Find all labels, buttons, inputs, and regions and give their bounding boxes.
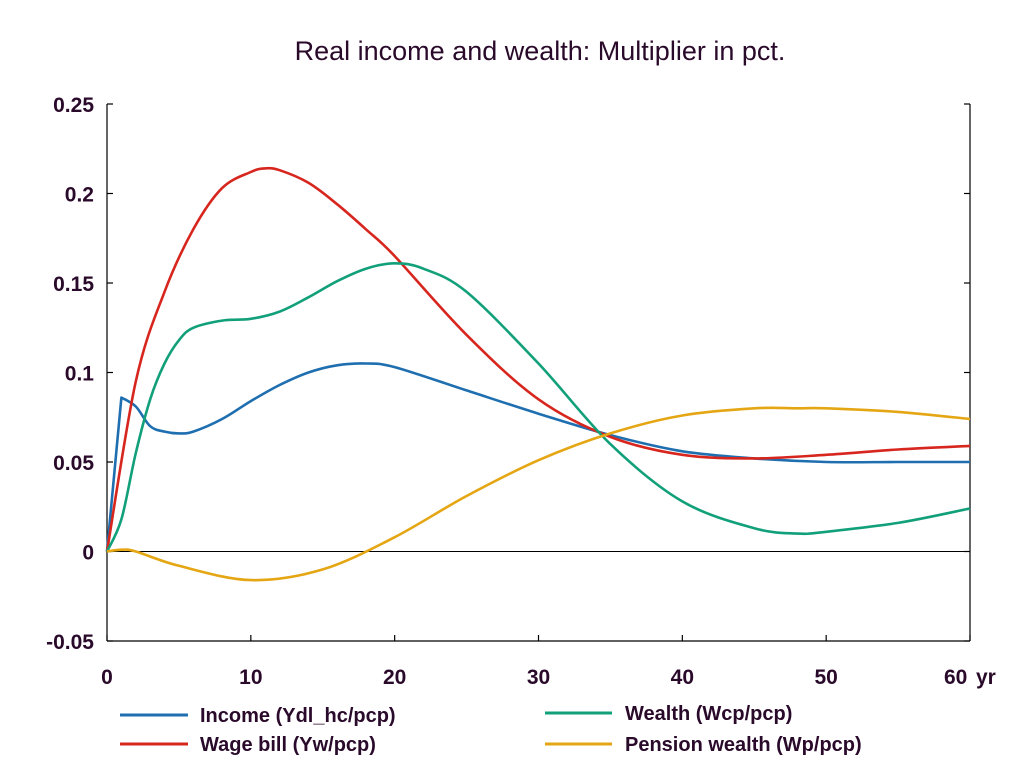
legend-label: Pension wealth (Wp/pcp) (625, 734, 862, 756)
series-line-income (105, 362, 970, 552)
legend-label: Income (Ydl_hc/pcp) (200, 705, 396, 727)
x-tick-label: 50 (814, 666, 837, 689)
legend-label: Wage bill (Yw/pcp) (200, 734, 376, 756)
x-tick-label: 40 (671, 666, 694, 689)
series-line-wealth (105, 262, 971, 553)
legend-label: Wealth (Wcp/pcp) (625, 703, 792, 725)
series-line-wage-bill (105, 166, 971, 552)
x-unit-label: yr (976, 666, 996, 689)
legend-item: Wage bill (Yw/pcp) (120, 734, 376, 756)
series-line-pension-wealth (106, 406, 971, 582)
chart-title: Real income and wealth: Multiplier in pc… (295, 36, 786, 66)
y-tick-label: 0.15 (53, 273, 94, 296)
y-tick-label: 0.2 (65, 184, 94, 207)
legend-item: Pension wealth (Wp/pcp) (545, 734, 862, 756)
y-tick-label: 0.1 (65, 363, 95, 386)
y-tick-label: -0.05 (46, 631, 94, 654)
legend-item: Income (Ydl_hc/pcp) (120, 705, 396, 727)
x-tick-label: 0 (101, 666, 113, 689)
x-tick-label: 20 (383, 666, 406, 689)
x-tick-label: 10 (239, 666, 262, 689)
x-tick-label: 30 (527, 666, 550, 689)
y-tick-label: 0 (82, 542, 94, 565)
y-tick-label: 0.05 (53, 452, 94, 475)
legend-item: Wealth (Wcp/pcp) (545, 703, 792, 725)
y-tick-label: 0.25 (53, 94, 94, 117)
x-tick-label: 60 (944, 666, 967, 689)
